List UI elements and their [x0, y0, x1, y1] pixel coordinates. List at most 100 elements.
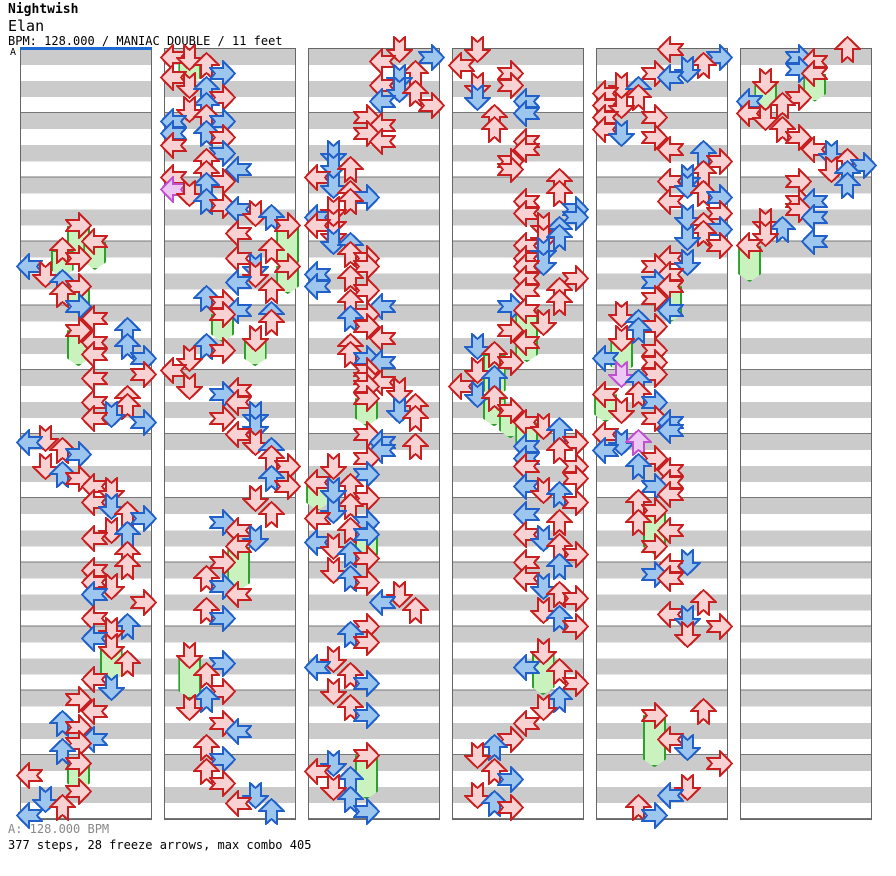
note-arrow-right-icon — [65, 685, 92, 713]
note-arrow-right-icon — [353, 569, 380, 597]
note-arrow-right-icon — [562, 541, 590, 569]
freeze-arrow-right-icon — [353, 741, 380, 769]
note-arrow-up-icon — [545, 437, 573, 464]
note-arrow-left-icon — [657, 565, 685, 593]
note-arrow-up-icon — [624, 509, 652, 537]
note-arrow-up-icon — [689, 589, 717, 617]
note-arrow-left-icon — [592, 437, 620, 464]
note-arrow-right-icon — [706, 148, 734, 176]
note-arrow-left-icon — [81, 625, 109, 653]
note-arrow-up-icon — [401, 80, 429, 108]
freeze-arrow-right-icon — [65, 749, 92, 777]
note-arrow-right-icon — [353, 669, 380, 697]
note-arrow-right-icon — [497, 725, 524, 753]
note-arrow-right-icon — [706, 44, 734, 72]
note-arrow-left-icon — [225, 420, 253, 448]
note-arrow-left-icon — [736, 100, 764, 128]
note-arrow-left-icon — [513, 709, 541, 737]
note-arrow-right-icon — [850, 152, 878, 180]
note-arrow-up-icon — [48, 737, 76, 765]
note-arrow-right-icon — [785, 124, 812, 152]
position-marker-label: A — [10, 47, 17, 58]
note-arrow-right-icon — [497, 316, 524, 344]
note-arrow-left-icon — [225, 388, 253, 416]
note-arrow-right-icon — [641, 360, 668, 388]
note-arrow-left-icon — [16, 761, 44, 789]
note-arrow-down-icon — [608, 396, 636, 424]
note-arrow-left-icon — [225, 581, 253, 609]
note-arrow-up-icon — [545, 180, 573, 208]
note-arrow-left-icon — [513, 200, 541, 228]
note-arrow-up-icon — [48, 793, 76, 821]
note-arrow-left-icon — [657, 188, 685, 216]
note-arrow-left-icon — [592, 344, 620, 372]
note-arrow-left-icon — [304, 529, 332, 557]
note-arrow-right-icon — [706, 749, 734, 777]
note-arrow-up-icon — [768, 116, 796, 144]
note-arrow-up-icon — [257, 204, 285, 232]
note-arrow-right-icon — [562, 204, 590, 232]
bpm-difficulty-meta: BPM: 128.000 / MANIAC DOUBLE / 11 feet — [8, 34, 283, 48]
freeze-arrow-down-icon — [608, 324, 636, 352]
note-arrow-left-icon — [657, 601, 685, 629]
note-arrow-up-icon — [624, 380, 652, 408]
note-arrow-up-icon — [192, 757, 220, 785]
note-arrow-left-icon — [16, 428, 44, 456]
note-arrow-down-icon — [97, 673, 125, 701]
note-arrow-left-icon — [81, 364, 109, 392]
freeze-arrow-right-icon — [497, 396, 524, 424]
note-arrow-up-icon — [545, 509, 573, 537]
freeze-arrow-right-icon — [641, 497, 668, 525]
note-arrow-left-icon — [225, 156, 253, 184]
note-arrow-right-icon — [130, 505, 158, 533]
note-arrow-up-icon — [257, 276, 285, 304]
note-arrow-left-icon — [81, 340, 109, 368]
chart-panel-4 — [448, 36, 590, 821]
note-arrow-left-icon — [657, 481, 685, 509]
note-arrow-up-icon — [624, 428, 652, 456]
note-arrow-left-icon — [513, 565, 541, 593]
chart-panel-1 — [16, 47, 158, 829]
note-arrow-left-icon — [657, 517, 685, 545]
note-arrow-left-icon — [513, 653, 541, 681]
freeze-arrow-left-icon — [513, 296, 541, 324]
freeze-arrow-left-icon — [225, 533, 253, 561]
note-arrow-right-icon — [209, 140, 236, 168]
note-arrow-right-icon — [641, 124, 668, 152]
chart-panel-2 — [160, 44, 302, 825]
freeze-arrow-right-icon — [65, 316, 92, 344]
footer-step-stats: 377 steps, 28 freeze arrows, max combo 4… — [8, 838, 312, 852]
freeze-arrow-down-icon — [752, 68, 780, 96]
freeze-arrow-left-icon — [736, 232, 764, 260]
note-arrow-right-icon — [641, 445, 668, 473]
note-arrow-left-icon — [160, 64, 188, 92]
note-arrow-up-icon — [833, 172, 861, 200]
note-arrow-left-icon — [657, 136, 685, 164]
note-arrow-right-icon — [130, 589, 158, 617]
note-arrow-up-icon — [480, 116, 508, 144]
note-arrow-right-icon — [418, 44, 446, 72]
note-arrow-down-icon — [752, 104, 780, 132]
note-arrow-up-icon — [257, 501, 285, 529]
note-arrow-right-icon — [130, 360, 158, 388]
note-arrow-up-icon — [545, 657, 573, 685]
note-arrow-left-icon — [513, 473, 541, 501]
artist-title: Nightwish — [8, 2, 79, 17]
note-arrow-right-icon — [562, 669, 590, 697]
freeze-arrow-down-icon — [97, 633, 125, 661]
note-arrow-down-icon — [464, 36, 492, 63]
note-arrow-left-icon — [801, 204, 829, 232]
note-arrow-left-icon — [225, 268, 253, 296]
freeze-arrow-left-icon — [304, 469, 332, 497]
note-arrow-up-icon — [192, 597, 220, 625]
note-arrow-left-icon — [16, 252, 44, 280]
note-arrow-left-icon — [592, 116, 620, 144]
note-arrow-left-icon — [657, 781, 685, 809]
note-arrow-left-icon — [657, 725, 685, 753]
note-arrow-up-icon — [113, 649, 141, 677]
freeze-arrow-up-icon — [480, 384, 508, 412]
note-arrow-left-icon — [304, 212, 332, 240]
note-arrow-up-icon — [113, 332, 141, 360]
note-arrow-up-icon — [336, 621, 364, 649]
note-arrow-up-icon — [192, 52, 220, 80]
